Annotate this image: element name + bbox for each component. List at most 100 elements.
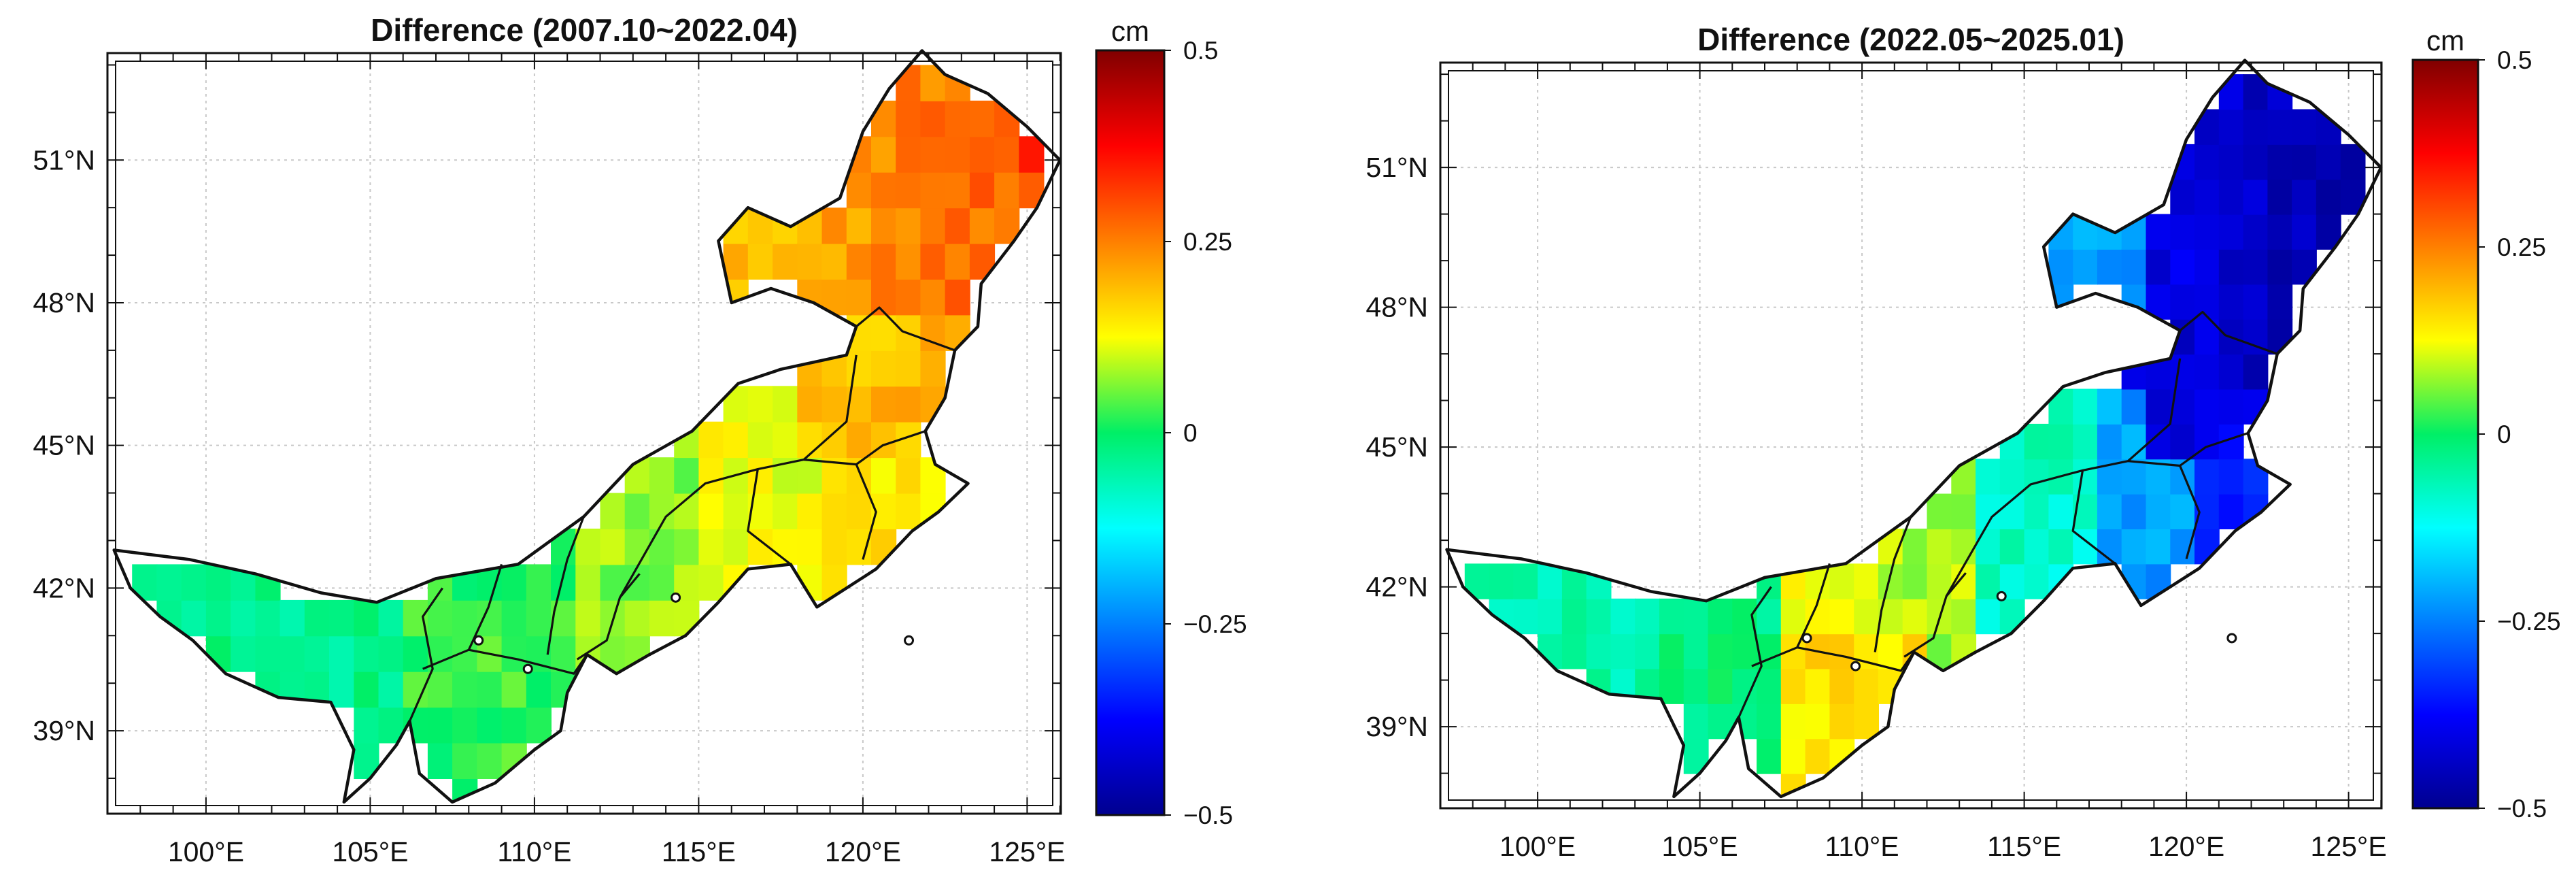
raster-cell bbox=[723, 529, 749, 565]
raster-cell bbox=[452, 564, 478, 601]
raster-cell bbox=[2194, 388, 2220, 425]
raster-cell bbox=[2073, 423, 2098, 460]
x-tick-label: 120°E bbox=[2148, 831, 2224, 862]
raster-cell bbox=[871, 171, 897, 209]
league-boundary bbox=[2128, 432, 2249, 467]
raster-cell bbox=[969, 243, 996, 280]
map-panel-1: Difference (2007.10~2022.04) 100°E 105°E 11… bbox=[33, 12, 1247, 867]
raster-cell bbox=[2146, 214, 2171, 250]
raster-cell bbox=[2121, 388, 2147, 425]
y-tick-label: 48°N bbox=[33, 287, 95, 318]
raster-cell bbox=[1683, 633, 1709, 669]
raster-cell bbox=[2243, 144, 2269, 180]
raster-cell bbox=[526, 599, 552, 637]
raster-cell bbox=[747, 457, 773, 494]
raster-cell bbox=[896, 457, 921, 494]
raster-cell bbox=[1732, 633, 1758, 669]
raster-cell bbox=[181, 564, 207, 601]
raster-cell bbox=[896, 243, 921, 280]
raster-cell bbox=[2292, 144, 2317, 180]
raster-cell bbox=[1976, 563, 2001, 599]
raster-cell bbox=[920, 350, 946, 387]
raster-cell bbox=[2097, 249, 2122, 285]
raster-cell bbox=[2170, 529, 2196, 565]
raster-cell bbox=[1780, 563, 1806, 599]
raster-cell bbox=[2218, 284, 2244, 320]
raster-cell bbox=[2121, 459, 2147, 495]
raster-cell bbox=[2073, 459, 2098, 495]
colorbar-tick-label: 0.25 bbox=[2497, 233, 2546, 261]
raster-cell bbox=[2024, 563, 2050, 599]
raster-cell bbox=[2218, 388, 2244, 425]
raster-cell bbox=[1902, 563, 1928, 599]
raster-cell bbox=[994, 171, 1020, 209]
raster-cell bbox=[1586, 563, 1612, 599]
raster-cell bbox=[600, 493, 626, 529]
raster-cell bbox=[2024, 529, 2050, 565]
raster-cell bbox=[1999, 459, 2025, 495]
raster-cell bbox=[2146, 493, 2171, 529]
raster-cell bbox=[1019, 136, 1045, 173]
raster-cell bbox=[600, 529, 626, 565]
x-tick-label: 110°E bbox=[1825, 831, 1899, 862]
league-boundary bbox=[467, 563, 503, 650]
raster-cell bbox=[575, 529, 601, 565]
x-tick-label: 105°E bbox=[332, 836, 408, 867]
raster-cell bbox=[920, 136, 946, 173]
raster-cell bbox=[2194, 179, 2220, 215]
raster-cell bbox=[969, 136, 996, 173]
city-marker bbox=[904, 635, 915, 646]
raster-cell bbox=[231, 635, 256, 672]
raster-cell bbox=[797, 208, 823, 244]
raster-cell bbox=[821, 529, 847, 565]
raster-cell bbox=[329, 635, 355, 672]
raster-cell bbox=[1829, 703, 1855, 740]
raster-cell bbox=[378, 635, 404, 672]
raster-cell bbox=[1586, 633, 1612, 669]
raster-cell bbox=[1732, 598, 1758, 635]
raster-cell bbox=[846, 171, 872, 209]
raster-cell bbox=[2121, 423, 2147, 460]
raster-cell bbox=[304, 635, 330, 672]
raster-cell bbox=[255, 564, 281, 601]
map-frame-inner bbox=[1448, 70, 2374, 801]
raster-cell bbox=[674, 457, 700, 494]
league-boundary bbox=[2179, 465, 2201, 559]
raster-cell bbox=[2170, 354, 2196, 390]
raster-cell bbox=[1610, 668, 1636, 704]
raster-cell bbox=[2048, 249, 2074, 285]
raster-cell bbox=[575, 564, 601, 601]
raster-cell bbox=[2267, 214, 2293, 250]
raster-cell bbox=[747, 243, 773, 280]
raster-cell bbox=[1538, 563, 1563, 599]
raster-cell bbox=[2218, 144, 2244, 180]
raster-cell bbox=[871, 208, 897, 244]
raster-cell bbox=[896, 493, 921, 529]
raster-cell bbox=[2048, 423, 2074, 460]
raster-cell bbox=[403, 635, 428, 672]
raster-cell bbox=[2218, 74, 2244, 110]
raster-cell bbox=[2218, 109, 2244, 145]
raster-cell bbox=[2194, 284, 2220, 320]
raster-cell bbox=[871, 350, 897, 387]
raster-cell bbox=[1829, 633, 1855, 669]
raster-cell bbox=[205, 599, 232, 637]
y-tick-label: 51°N bbox=[33, 144, 95, 176]
raster-cell bbox=[2146, 388, 2171, 425]
raster-cell bbox=[2243, 179, 2269, 215]
x-tick-label: 115°E bbox=[1987, 831, 2061, 862]
raster-cell bbox=[477, 671, 503, 708]
raster-cell bbox=[649, 457, 675, 494]
raster-cell bbox=[2121, 493, 2147, 529]
raster-cell bbox=[896, 208, 921, 244]
raster-cells bbox=[1464, 74, 2366, 797]
raster-cell bbox=[255, 635, 281, 672]
map-title: Difference (2022.05~2025.01) bbox=[1697, 22, 2124, 57]
raster-cell bbox=[231, 599, 256, 637]
raster-cell bbox=[2243, 109, 2269, 145]
raster-cell bbox=[551, 635, 577, 672]
province-outline bbox=[112, 49, 1062, 804]
raster-cell bbox=[2243, 249, 2269, 285]
raster-cell bbox=[846, 421, 872, 459]
raster-cell bbox=[920, 208, 946, 244]
